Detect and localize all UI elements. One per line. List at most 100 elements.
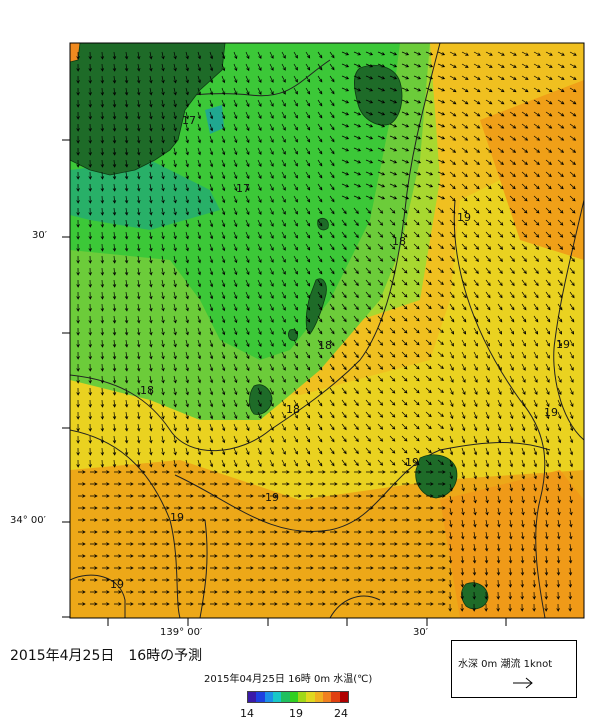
current-arrow: [209, 183, 214, 192]
current-arrow: [222, 590, 230, 594]
current-arrow: [533, 387, 538, 395]
current-arrow: [437, 363, 444, 370]
current-arrow: [100, 171, 105, 180]
current-arrow: [329, 351, 335, 359]
current-arrow: [426, 482, 434, 486]
current-arrow: [137, 147, 141, 156]
current-arrow: [425, 243, 432, 250]
current-arrow: [114, 566, 122, 570]
current-arrow: [413, 183, 422, 188]
current-arrow: [520, 555, 525, 564]
current-arrow: [437, 279, 444, 286]
current-arrow: [149, 243, 153, 252]
current-arrow: [330, 542, 338, 546]
current-arrow: [365, 99, 374, 104]
current-arrow: [341, 231, 347, 239]
current-arrow: [100, 207, 105, 216]
current-arrow: [112, 291, 117, 300]
current-arrow: [378, 554, 386, 558]
current-arrow: [112, 99, 117, 108]
current-arrow: [221, 243, 226, 252]
current-arrow: [124, 63, 129, 72]
current-arrow: [484, 543, 489, 552]
current-arrow: [269, 75, 274, 83]
current-arrow: [318, 494, 326, 498]
current-arrow: [521, 435, 526, 444]
current-arrow: [185, 75, 189, 84]
current-arrow: [449, 159, 456, 165]
current-arrow: [401, 255, 408, 262]
current-arrow: [257, 255, 262, 263]
current-arrow: [437, 267, 444, 274]
current-arrow: [269, 255, 274, 263]
current-arrow: [257, 147, 262, 155]
current-arrow: [329, 447, 335, 455]
current-arrow: [281, 183, 286, 191]
current-arrow: [341, 63, 350, 68]
current-arrow: [544, 603, 548, 612]
current-arrow: [112, 399, 117, 408]
current-arrow: [281, 207, 286, 215]
current-arrow: [545, 471, 549, 480]
current-arrow: [76, 291, 80, 300]
current-arrow: [88, 255, 92, 264]
current-arrow: [401, 435, 408, 442]
current-arrow: [413, 351, 420, 358]
current-arrow: [161, 351, 165, 360]
current-arrow: [437, 291, 444, 298]
current-arrow: [281, 339, 286, 347]
current-arrow: [449, 327, 455, 335]
current-arrow: [222, 566, 230, 570]
current-arrow: [221, 291, 226, 300]
current-arrow: [438, 506, 446, 510]
current-arrow: [413, 147, 422, 152]
current-arrow: [401, 111, 410, 116]
current-arrow: [569, 99, 577, 105]
current-arrow: [76, 195, 80, 204]
current-arrow: [390, 590, 398, 594]
current-arrow: [210, 506, 218, 510]
current-arrow: [269, 183, 274, 191]
current-arrow: [126, 518, 134, 522]
current-arrow: [341, 99, 350, 104]
current-arrow: [198, 506, 206, 510]
current-arrow: [294, 602, 302, 606]
current-arrow: [473, 435, 478, 444]
current-arrow: [209, 87, 214, 96]
current-arrow: [425, 303, 432, 310]
current-arrow: [161, 303, 165, 312]
current-arrow: [426, 590, 434, 594]
current-arrow: [389, 435, 396, 442]
current-arrow: [341, 351, 347, 359]
current-arrow: [473, 171, 480, 178]
current-arrow: [209, 351, 214, 360]
current-arrow: [197, 459, 202, 468]
current-arrow: [425, 315, 432, 322]
current-arrow: [233, 423, 238, 432]
current-arrow: [222, 518, 230, 522]
current-arrow: [281, 387, 286, 395]
current-arrow: [137, 351, 141, 360]
current-arrow: [341, 387, 347, 395]
current-arrow: [78, 494, 86, 498]
current-arrow: [329, 327, 335, 335]
current-arrow: [197, 99, 202, 108]
current-arrow: [161, 327, 165, 336]
current-arrow: [438, 566, 446, 570]
current-arrow: [318, 518, 326, 522]
current-arrow: [341, 315, 347, 323]
current-arrow: [342, 590, 350, 594]
current-arrow: [557, 63, 565, 68]
current-arrow: [246, 602, 254, 606]
current-arrow: [174, 518, 182, 522]
current-arrow: [210, 518, 218, 522]
current-arrow: [389, 87, 398, 92]
current-arrow: [90, 506, 98, 510]
current-arrow: [198, 470, 206, 474]
current-arrow: [305, 423, 311, 431]
current-arrow: [413, 279, 420, 286]
current-arrow: [306, 542, 314, 546]
current-arrow: [341, 135, 350, 140]
current-arrow: [437, 375, 444, 382]
current-arrow: [245, 459, 250, 468]
